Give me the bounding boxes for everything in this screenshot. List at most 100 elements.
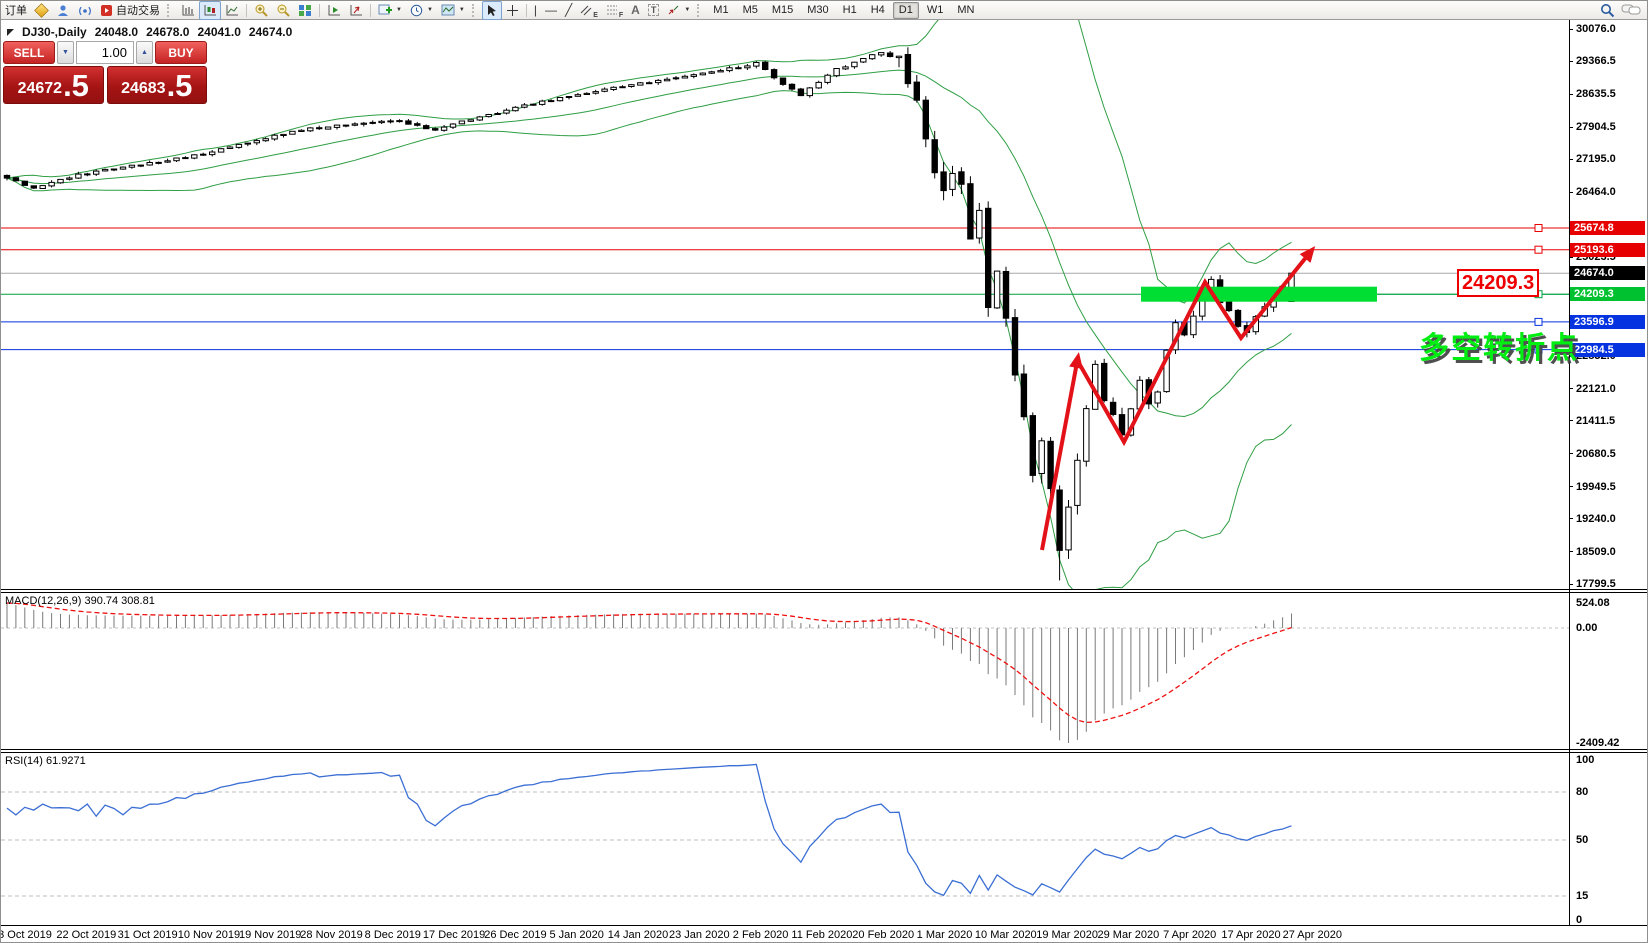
crosshair-tool-button[interactable] — [502, 1, 523, 20]
equidistant-channel-tool[interactable]: E — [576, 1, 602, 20]
line-handle[interactable] — [1534, 345, 1543, 354]
buy-price-display[interactable]: 24683 .5 — [106, 66, 207, 104]
zoom-out-icon[interactable] — [272, 1, 294, 20]
price-tick-label: 22121.0 — [1576, 382, 1616, 395]
timeframe-button-m5[interactable]: M5 — [742, 3, 758, 16]
price-tick-mark — [1569, 256, 1573, 258]
candle-chart-mode-icon[interactable] — [199, 1, 221, 20]
date-axis-label[interactable]: 26 Dec 2019 — [484, 929, 547, 941]
indicators-window-icon[interactable] — [323, 1, 345, 20]
date-axis-label[interactable]: 14 Jan 2020 — [607, 929, 669, 941]
volume-increase-button[interactable]: ▲ — [136, 41, 153, 64]
date-axis-label[interactable]: 19 Mar 2020 — [1036, 929, 1098, 941]
timeframe-button-mn[interactable]: MN — [957, 3, 975, 16]
autotrade-icon — [101, 4, 112, 16]
trend-arrow[interactable] — [1078, 246, 1316, 447]
trend-arrow[interactable] — [1040, 352, 1083, 551]
date-axis-label[interactable]: 29 Mar 2020 — [1097, 929, 1160, 941]
autotrade-button[interactable]: 自动交易 — [96, 1, 164, 20]
macd-pane[interactable] — [1, 602, 1569, 743]
objects-window-icon[interactable] — [345, 1, 367, 20]
line-chart-mode-icon[interactable] — [221, 1, 243, 20]
timeframe-button-m30[interactable]: M30 — [807, 3, 829, 16]
community-icon[interactable] — [52, 1, 74, 20]
price-tick-label: 21411.5 — [1576, 414, 1616, 427]
pivot-highlight-zone[interactable] — [1141, 286, 1377, 302]
toolbar-handle — [167, 3, 173, 17]
bar-chart-mode-icon[interactable] — [177, 1, 199, 20]
date-axis-label[interactable]: 8 Dec 2019 — [364, 929, 421, 941]
line-handle[interactable] — [1534, 224, 1543, 232]
add-indicator-icon — [378, 4, 392, 14]
date-axis-label[interactable]: 2 Feb 2020 — [732, 929, 789, 941]
volume-decrease-button[interactable]: ▼ — [57, 41, 74, 64]
trendline-tool[interactable]: ╱ — [564, 3, 573, 17]
rsi-pane[interactable] — [1, 763, 1569, 897]
price-badge-pivot: 24209.3 — [1570, 287, 1645, 302]
date-axis-label[interactable]: 31 Oct 2019 — [117, 929, 178, 941]
timeframe-dropdown[interactable]: ▼ — [406, 1, 437, 20]
price-tick-mark — [1569, 126, 1573, 128]
pane-separator[interactable] — [1, 752, 1647, 753]
date-axis-label[interactable]: 27 Apr 2020 — [1282, 929, 1342, 941]
main-pane[interactable] — [1, 1, 1569, 596]
signal-icon[interactable] — [74, 1, 96, 20]
sell-price-display[interactable]: 24672 .5 — [3, 66, 104, 104]
shapes-dropdown[interactable]: ▼ — [663, 1, 694, 20]
cursor-tool-button[interactable] — [481, 1, 502, 20]
vertical-line-tool[interactable]: | — [533, 3, 537, 17]
fibonacci-tool[interactable]: F — [602, 1, 627, 20]
tile-windows-icon[interactable] — [294, 1, 316, 20]
timeframe-button-w1[interactable]: W1 — [926, 3, 944, 16]
bollinger-band-upper — [6, 20, 1292, 304]
text-tool[interactable]: A — [631, 3, 640, 17]
date-axis-label[interactable]: 1 Mar 2020 — [916, 929, 973, 941]
autotrade-label: 自动交易 — [116, 5, 160, 17]
rsi-scale-label: 50 — [1576, 834, 1589, 846]
date-axis-label[interactable]: 3 Oct 2019 — [0, 929, 52, 941]
date-axis-label[interactable]: 17 Dec 2019 — [422, 929, 486, 941]
dropdown-caret-icon: ▼ — [426, 7, 433, 13]
pane-separator[interactable] — [1, 592, 1647, 593]
line-handle[interactable] — [1534, 317, 1543, 326]
new-order-button[interactable]: 订单 — [1, 1, 31, 20]
date-axis-label[interactable]: 10 Mar 2020 — [974, 929, 1037, 941]
price-tick-mark — [1569, 551, 1573, 553]
pane-separator[interactable] — [1, 749, 1647, 750]
timeframe-button-d1[interactable]: D1 — [892, 1, 919, 19]
timeframe-button-h4[interactable]: H4 — [870, 3, 885, 16]
buy-button[interactable]: BUY — [155, 41, 207, 64]
line-handle[interactable] — [1534, 245, 1543, 254]
date-axis-label[interactable]: 22 Oct 2019 — [56, 929, 117, 941]
date-axis-label[interactable]: 10 Nov 2019 — [177, 929, 241, 941]
one-click-trading-panel: SELL ▼ 1.00 ▲ BUY 24672 .5 24683 .5 — [3, 41, 207, 104]
volume-input[interactable]: 1.00 — [76, 41, 134, 64]
timeframe-button-m1[interactable]: M1 — [713, 3, 729, 16]
search-icon[interactable] — [1600, 3, 1615, 18]
date-axis-label[interactable]: 17 Apr 2020 — [1221, 929, 1281, 941]
toolbar-handle — [697, 3, 703, 17]
chart-title: DJ30-,Daily — [22, 25, 87, 39]
timeframe-button-h1[interactable]: H1 — [842, 3, 857, 16]
date-axis-label[interactable]: 28 Nov 2019 — [300, 929, 363, 941]
timeframe-button-m15[interactable]: M15 — [771, 3, 794, 16]
template-dropdown[interactable]: ▼ — [437, 1, 469, 20]
timeframe-group: M1 M5 M15 M30 H1 H4 D1 W1 MN — [707, 1, 980, 19]
date-axis-label[interactable]: 11 Feb 2020 — [791, 929, 853, 941]
turning-point-annotation[interactable]: 多空转折点 — [1419, 332, 1579, 365]
text-label-tool[interactable]: T — [644, 1, 664, 20]
date-axis-label[interactable]: 7 Apr 2020 — [1163, 929, 1217, 941]
horizontal-line-tool[interactable]: — — [544, 3, 557, 17]
pane-separator — [1, 925, 1647, 926]
zoom-in-icon[interactable] — [250, 1, 272, 20]
price-tag-annotation[interactable]: 24209.3 — [1457, 269, 1540, 297]
sell-button[interactable]: SELL — [3, 41, 55, 64]
date-axis-label[interactable]: 20 Feb 2020 — [852, 929, 915, 941]
add-indicator-dropdown[interactable]: ▼ — [374, 1, 406, 20]
date-axis-label[interactable]: 5 Jan 2020 — [549, 929, 604, 941]
date-axis-label[interactable]: 23 Jan 2020 — [669, 929, 730, 941]
chat-icon[interactable] — [1621, 3, 1641, 17]
pane-separator[interactable] — [1, 589, 1647, 590]
date-axis-label[interactable]: 19 Nov 2019 — [238, 929, 302, 941]
